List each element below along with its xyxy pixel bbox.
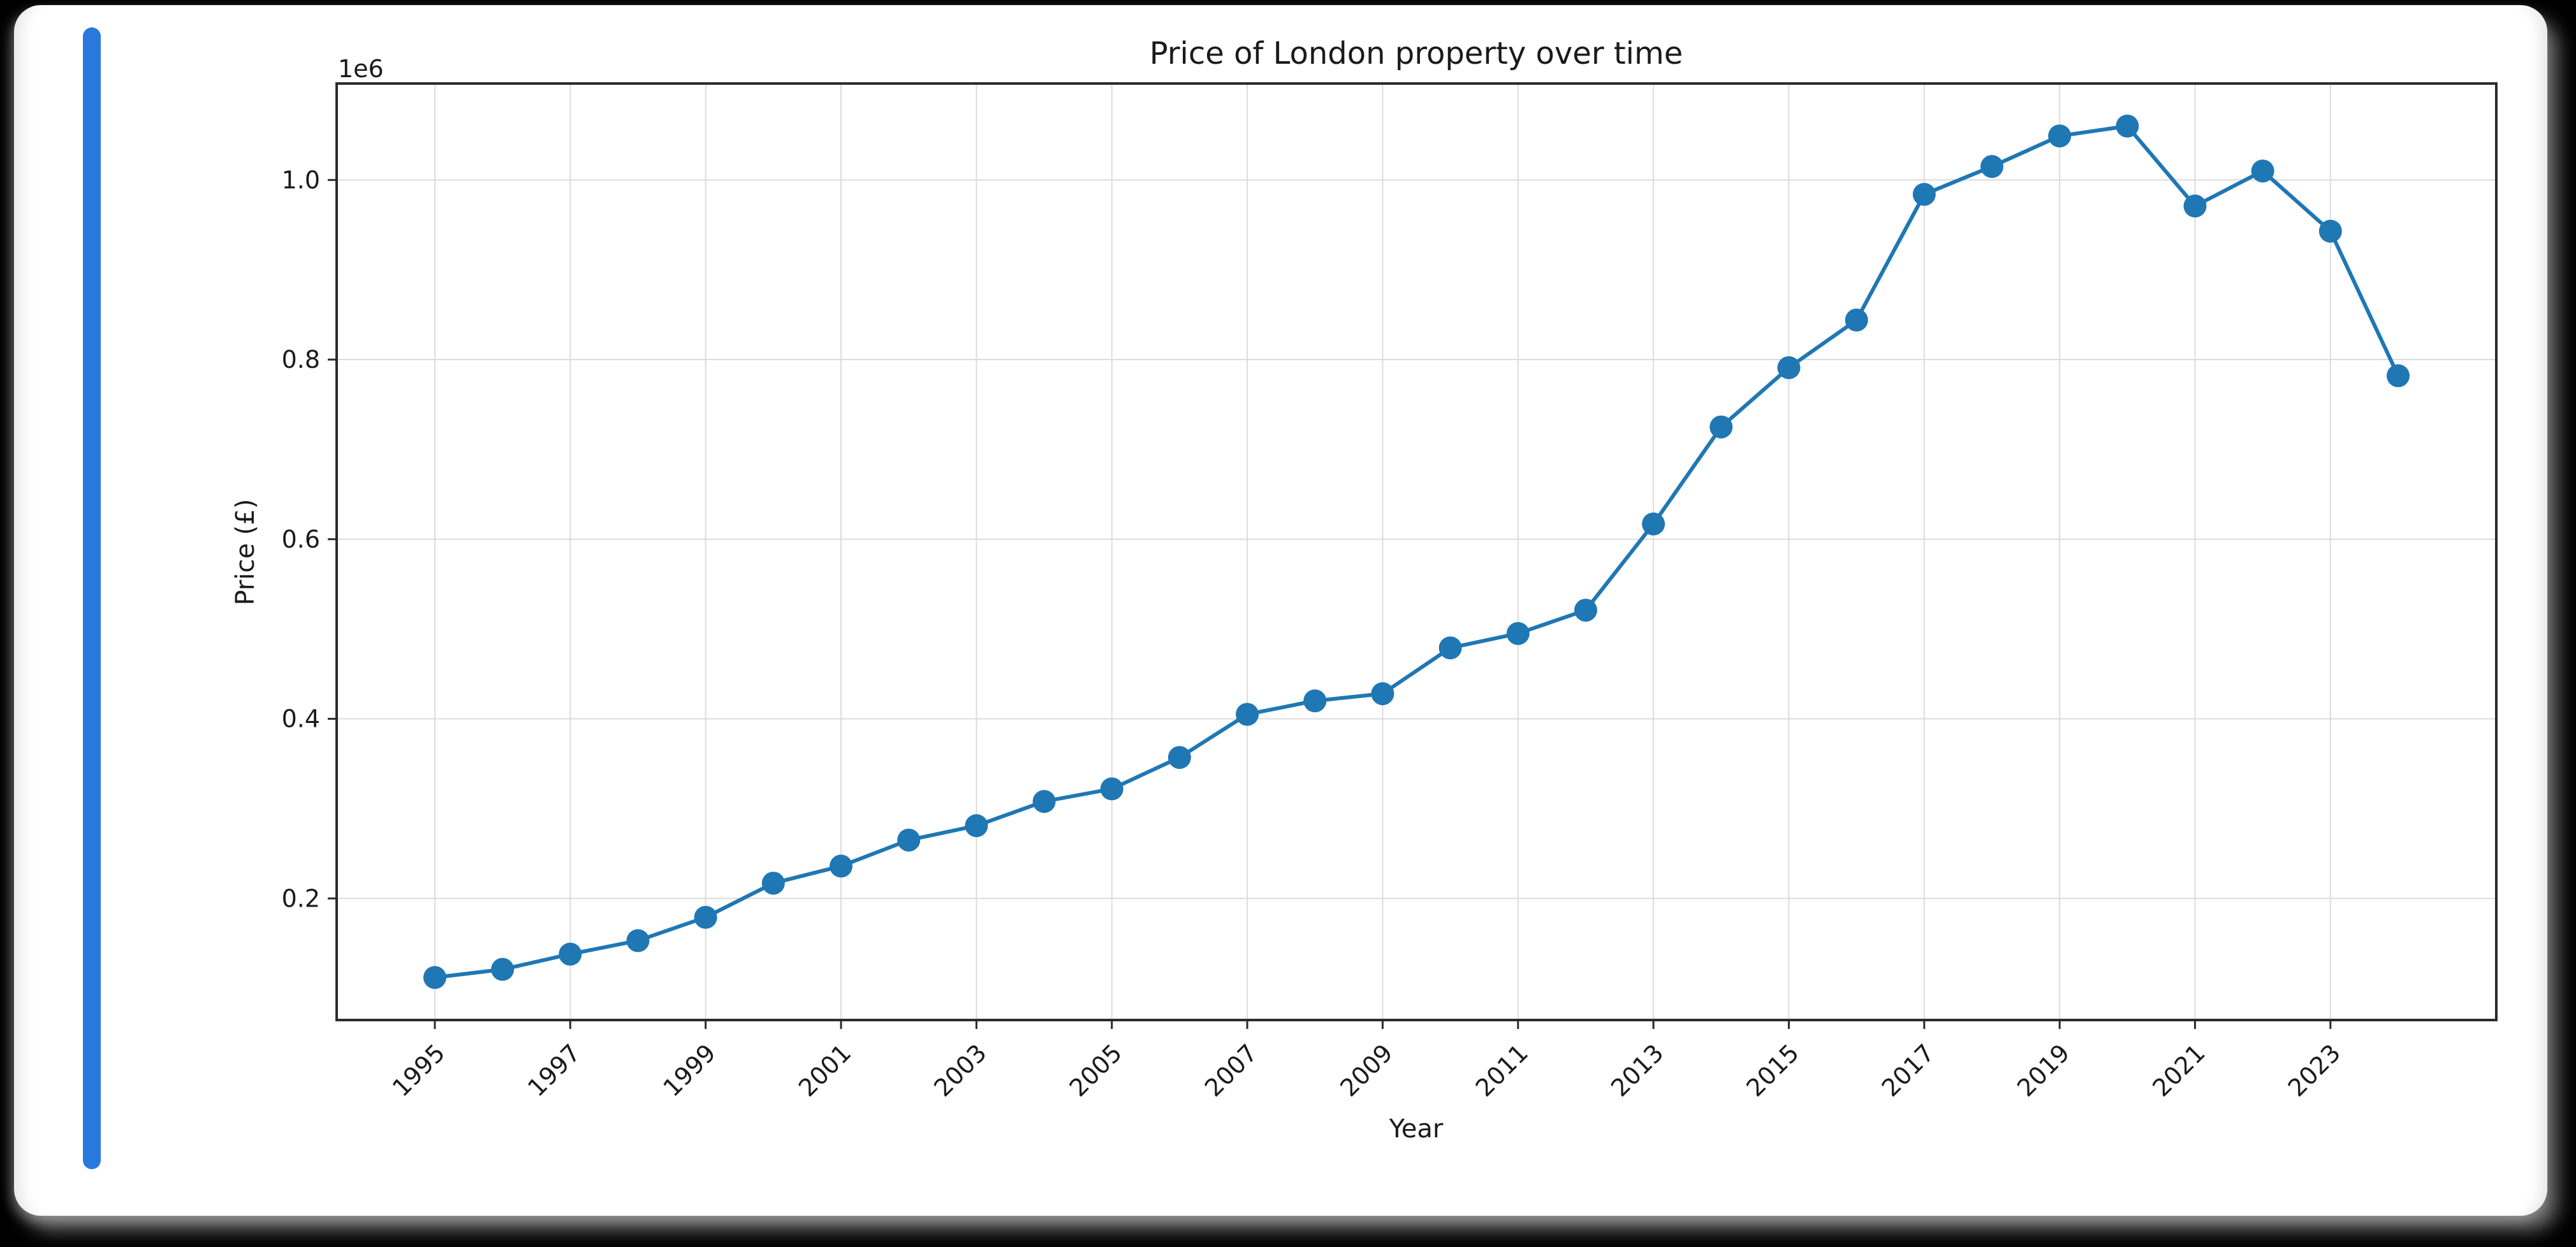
data-point (2116, 114, 2139, 138)
data-point (1100, 777, 1123, 801)
window-card (14, 5, 2547, 1216)
x-tick-label: 2023 (2283, 1039, 2346, 1102)
data-point (1912, 182, 1936, 206)
x-tick-label: 1999 (658, 1039, 722, 1102)
data-point (1371, 682, 1394, 706)
data-point (1303, 689, 1327, 713)
data-point (2387, 364, 2410, 388)
y-offset-label: 1e6 (338, 55, 384, 83)
accent-scrollbar[interactable] (83, 27, 101, 1169)
chart-title: Price of London property over time (1150, 36, 1683, 71)
x-tick-label: 2005 (1064, 1039, 1128, 1102)
data-point (1709, 415, 1733, 439)
data-point (761, 871, 785, 895)
data-point (1845, 309, 1868, 332)
data-point (491, 958, 515, 981)
plot-border (335, 82, 2498, 1021)
x-tick-label: 1995 (387, 1039, 451, 1102)
data-point (423, 966, 446, 989)
data-point (1980, 155, 2003, 179)
x-tick-label: 2013 (1606, 1039, 1669, 1102)
data-point (1236, 703, 1259, 726)
x-tick-label: 2009 (1335, 1039, 1398, 1102)
y-tick-label: 0.8 (282, 346, 320, 374)
x-axis-label: Year (1389, 1114, 1444, 1144)
x-tick-label: 2007 (1199, 1039, 1263, 1102)
price-line (432, 124, 2401, 980)
data-point (965, 814, 988, 838)
x-tick-label: 2003 (928, 1039, 992, 1102)
y-tick-label: 0.6 (282, 525, 320, 553)
data-point (2251, 159, 2274, 183)
x-tick-label: 2017 (1877, 1039, 1940, 1102)
data-point (2183, 194, 2207, 218)
x-tick-label: 1997 (522, 1039, 586, 1102)
data-point (1777, 356, 1801, 379)
y-tick-label: 0.4 (282, 705, 320, 733)
data-point (897, 828, 921, 852)
data-point (1032, 790, 1056, 813)
data-point (830, 854, 853, 878)
y-tick-label: 0.2 (282, 884, 320, 912)
data-point (559, 942, 582, 966)
x-tick-label: 2015 (1741, 1039, 1804, 1102)
data-point (1642, 512, 1665, 536)
data-point (1506, 622, 1530, 645)
data-point (2048, 124, 2072, 148)
data-point (694, 905, 717, 929)
y-axis-label: Price (£) (231, 499, 260, 606)
data-point (2318, 219, 2342, 243)
data-point (1167, 746, 1191, 769)
x-tick-label: 2021 (2147, 1039, 2211, 1102)
data-point (1574, 599, 1597, 622)
x-tick-label: 2001 (793, 1039, 857, 1102)
data-point (1438, 636, 1462, 660)
y-tick-label: 1.0 (282, 166, 320, 194)
x-tick-label: 2019 (2012, 1039, 2075, 1102)
x-tick-label: 2011 (1470, 1039, 1534, 1102)
data-point (626, 929, 650, 952)
